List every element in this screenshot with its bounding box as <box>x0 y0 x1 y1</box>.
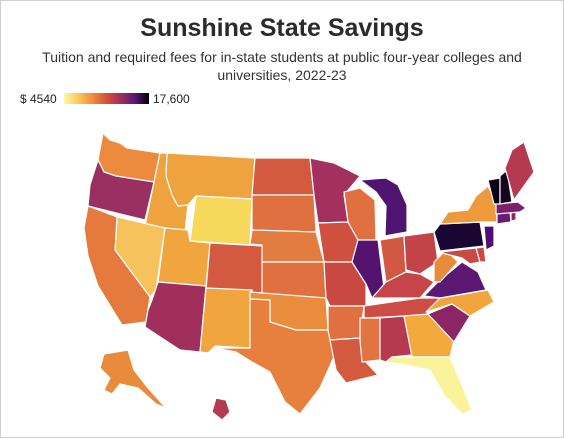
state-ME <box>504 141 535 201</box>
state-HI <box>211 397 231 421</box>
state-FL <box>385 356 473 415</box>
state-WY <box>189 195 253 246</box>
state-AK <box>99 349 167 409</box>
state-MS <box>359 317 381 363</box>
legend-max-label: 17,600 <box>153 92 190 106</box>
legend-color-bar <box>64 93 149 104</box>
state-OR <box>87 159 155 221</box>
state-SD <box>251 194 317 233</box>
state-CO <box>205 242 264 294</box>
state-KS <box>261 261 327 299</box>
state-RI <box>510 211 517 222</box>
state-NJ <box>483 225 495 251</box>
state-NM <box>199 287 253 354</box>
state-MI <box>359 177 408 237</box>
state-OH <box>403 231 439 275</box>
state-GA <box>403 313 455 358</box>
state-ND <box>251 157 315 196</box>
chart-subtitle: Tuition and required fees for in-state s… <box>42 49 522 83</box>
state-MA <box>495 201 527 215</box>
legend-min-label: $ 4540 <box>20 92 57 106</box>
state-AZ <box>144 281 207 353</box>
state-PA <box>433 221 485 252</box>
state-NH <box>499 169 513 205</box>
state-DE <box>475 246 487 263</box>
state-NY <box>439 185 498 225</box>
state-AR <box>327 305 365 341</box>
state-CA <box>83 205 151 326</box>
chart-title: Sunshine State Savings <box>140 14 424 42</box>
state-TX <box>214 298 337 415</box>
